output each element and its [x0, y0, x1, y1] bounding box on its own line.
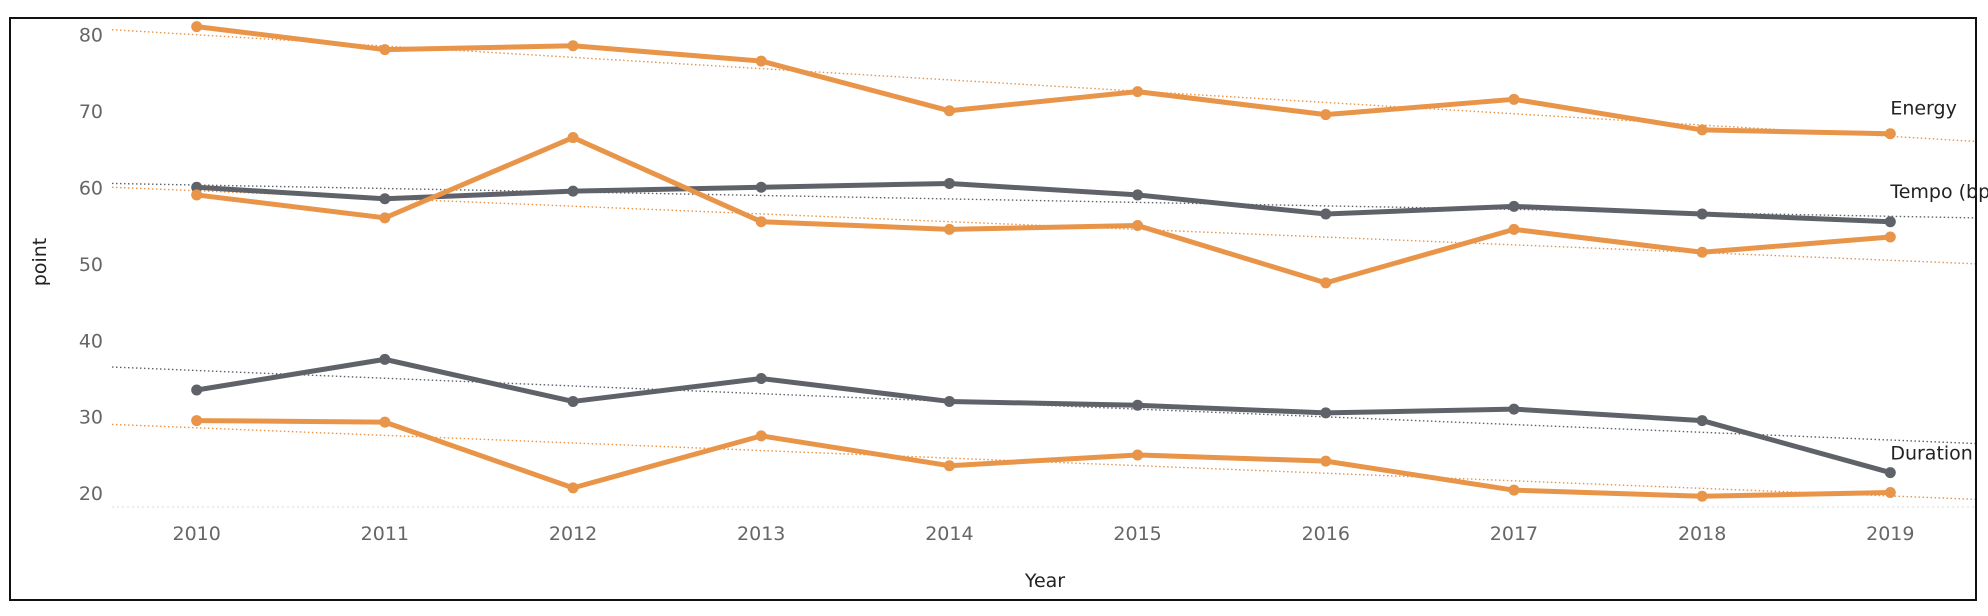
series-label-duration: Duration [1890, 443, 1973, 465]
series-line-0 [194, 24, 1893, 137]
y-tick-label-50: 50 [79, 254, 103, 276]
data-point-4-2017 [1508, 484, 1520, 496]
data-point-4-2019 [1884, 486, 1896, 498]
data-point-3-2014 [943, 395, 955, 407]
data-point-0-2014 [943, 105, 955, 117]
data-point-4-2014 [943, 460, 955, 472]
data-point-2-2017 [1508, 223, 1520, 235]
x-tick-label-2018: 2018 [1678, 523, 1726, 545]
data-point-3-2012 [567, 395, 579, 407]
series-line-1 [194, 180, 1893, 225]
data-point-4-2018 [1696, 490, 1708, 502]
data-point-2-2016 [1320, 277, 1332, 289]
y-tick-label-20: 20 [79, 483, 103, 505]
data-point-3-2017 [1508, 403, 1520, 415]
data-point-3-2016 [1320, 407, 1332, 419]
series-label-energy: Energy [1890, 98, 1957, 120]
x-tick-label-2012: 2012 [549, 523, 597, 545]
data-point-0-2012 [567, 40, 579, 52]
y-tick-label-70: 70 [79, 101, 103, 123]
y-axis-title: point [29, 238, 51, 286]
data-point-1-2018 [1696, 208, 1708, 220]
data-point-0-2017 [1508, 93, 1520, 105]
data-point-3-2015 [1132, 399, 1144, 411]
data-point-4-2012 [567, 482, 579, 494]
chart-frame [9, 17, 1977, 601]
data-point-3-2018 [1696, 415, 1708, 427]
x-tick-label-2017: 2017 [1490, 523, 1538, 545]
x-tick-label-2011: 2011 [361, 523, 409, 545]
data-point-1-2016 [1320, 208, 1332, 220]
y-tick-label-80: 80 [79, 24, 103, 46]
data-point-4-2016 [1320, 455, 1332, 467]
data-point-3-2011 [379, 353, 391, 365]
data-point-2-2014 [943, 223, 955, 235]
x-tick-label-2019: 2019 [1866, 523, 1914, 545]
data-point-2-2012 [567, 132, 579, 144]
x-tick-label-2015: 2015 [1113, 523, 1161, 545]
data-point-3-2010 [191, 384, 203, 396]
y-tick-label-30: 30 [79, 407, 103, 429]
data-point-4-2010 [191, 415, 203, 427]
data-point-4-2011 [379, 416, 391, 428]
data-point-0-2013 [755, 55, 767, 67]
data-point-2-2011 [379, 212, 391, 224]
data-point-1-2014 [943, 177, 955, 189]
data-point-1-2012 [567, 185, 579, 197]
data-point-1-2019 [1884, 216, 1896, 228]
data-point-1-2010 [191, 181, 203, 193]
data-point-1-2011 [379, 193, 391, 205]
data-point-0-2015 [1132, 86, 1144, 98]
data-point-0-2010 [191, 21, 203, 33]
data-point-1-2015 [1132, 189, 1144, 201]
data-point-3-2013 [755, 372, 767, 384]
y-tick-label-40: 40 [79, 330, 103, 352]
data-point-2-2019 [1884, 231, 1896, 243]
x-tick-label-2016: 2016 [1302, 523, 1350, 545]
x-axis-title: Year [1024, 570, 1065, 592]
series-label-tempo-bpm: Tempo (bpm) [1889, 181, 1988, 203]
data-point-0-2016 [1320, 109, 1332, 121]
x-tick-label-2013: 2013 [737, 523, 785, 545]
data-point-0-2019 [1884, 128, 1896, 140]
series-line-4 [194, 418, 1893, 499]
data-point-2-2018 [1696, 246, 1708, 258]
x-tick-label-2014: 2014 [925, 523, 973, 545]
data-point-0-2018 [1696, 124, 1708, 136]
data-point-0-2011 [379, 44, 391, 56]
data-point-2-2015 [1132, 220, 1144, 232]
trend-line-0 [111, 29, 1976, 143]
data-point-4-2013 [755, 430, 767, 442]
y-tick-label-60: 60 [79, 177, 103, 199]
series-line-2 [194, 135, 1893, 286]
series-line-3 [194, 356, 1893, 476]
data-point-4-2015 [1132, 449, 1144, 461]
data-point-1-2013 [755, 181, 767, 193]
data-point-2-2013 [755, 216, 767, 228]
data-point-1-2017 [1508, 200, 1520, 212]
x-tick-label-2010: 2010 [173, 523, 221, 545]
data-point-3-2019 [1884, 467, 1896, 479]
data-point-2-2010 [191, 189, 203, 201]
